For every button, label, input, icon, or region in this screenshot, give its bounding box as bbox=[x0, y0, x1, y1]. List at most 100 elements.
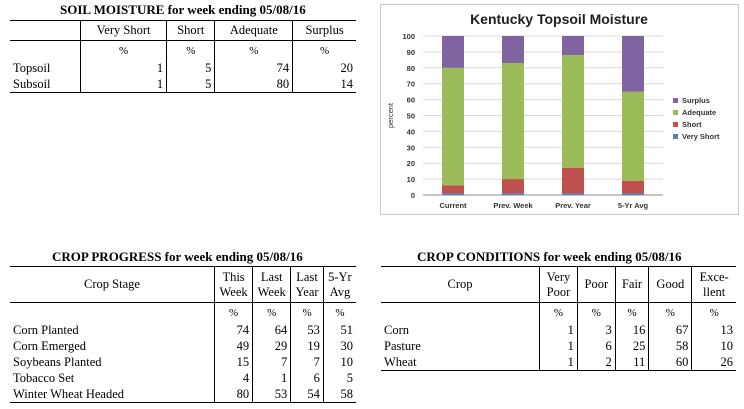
col-very-poor: Very Poor bbox=[539, 266, 578, 303]
col-excellent: Exce-llent bbox=[691, 266, 736, 303]
cell: 51 bbox=[322, 322, 356, 339]
cell: 26 bbox=[691, 354, 736, 371]
bar-segment bbox=[562, 193, 584, 195]
cell: 14 bbox=[292, 76, 356, 93]
table-row: Corn Planted 74 64 53 51 bbox=[10, 322, 356, 339]
cell: 67 bbox=[648, 322, 692, 339]
unit-label: % bbox=[614, 302, 649, 323]
cell: 20 bbox=[292, 60, 356, 77]
cell: 1 bbox=[79, 60, 167, 77]
unit-label: % bbox=[322, 302, 356, 323]
y-tick-label: 50 bbox=[407, 112, 415, 121]
table-row: Topsoil 1 5 74 20 bbox=[10, 60, 356, 77]
cell: 49 bbox=[213, 338, 253, 355]
col-adequate: Adequate bbox=[214, 20, 293, 41]
crop-conditions-title: CROP CONDITIONS for week ending 05/08/16 bbox=[417, 249, 682, 264]
col-surplus: Surplus bbox=[292, 20, 356, 41]
bar-segment bbox=[562, 167, 584, 194]
bar-segment bbox=[562, 55, 584, 168]
conditions-header-row: Crop Very Poor Poor Fair Good Exce-llent bbox=[381, 266, 736, 303]
soil-moisture-table: Very Short Short Adequate Surplus % % % … bbox=[10, 20, 356, 93]
bar-segment bbox=[442, 193, 464, 195]
cell: 1 bbox=[79, 76, 167, 93]
col-last-year: Last Year bbox=[290, 266, 324, 303]
y-axis-label: percent bbox=[386, 102, 395, 128]
row-label: Wheat bbox=[381, 354, 540, 371]
bar-segment bbox=[502, 193, 524, 195]
cell: 54 bbox=[290, 386, 324, 403]
row-label: Winter Wheat Headed bbox=[10, 386, 215, 403]
cell: 7 bbox=[252, 354, 291, 371]
cell: 6 bbox=[290, 370, 324, 387]
y-tick-label: 40 bbox=[407, 127, 415, 136]
row-label: Corn Emerged bbox=[13, 339, 87, 353]
legend-label: Short bbox=[682, 120, 702, 129]
cell: 7 bbox=[290, 354, 324, 371]
row-label: Soybeans Planted bbox=[13, 355, 102, 369]
table-row: Soybeans Planted 15 7 7 10 bbox=[10, 354, 356, 371]
cell: 1 bbox=[539, 338, 578, 355]
col-crop: Crop bbox=[381, 266, 540, 303]
cell: 16 bbox=[614, 322, 649, 339]
cell: 1 bbox=[539, 322, 578, 339]
col-good: Good bbox=[648, 266, 692, 303]
soil-header-row: Very Short Short Adequate Surplus bbox=[10, 20, 356, 41]
x-tick-label: Prev. Week bbox=[493, 201, 533, 210]
chart-title: Kentucky Topsoil Moisture bbox=[470, 11, 648, 27]
bar-segment bbox=[622, 193, 644, 195]
cell: 15 bbox=[213, 354, 253, 371]
unit-label: % bbox=[213, 302, 253, 323]
table-row: Tobacco Set 4 1 6 5 bbox=[10, 370, 356, 387]
y-tick-label: 100 bbox=[402, 32, 415, 41]
cell: 58 bbox=[648, 338, 692, 355]
cell: 19 bbox=[290, 338, 324, 355]
col-crop-stage: Crop Stage bbox=[10, 266, 215, 303]
soil-moisture-title: SOIL MOISTURE for week ending 05/08/16 bbox=[60, 2, 306, 17]
unit-label: % bbox=[691, 302, 736, 323]
row-label-topsoil: Topsoil bbox=[13, 61, 51, 75]
cell: 74 bbox=[213, 322, 253, 339]
unit-label: % bbox=[292, 40, 356, 61]
soil-unit-row: % % % % bbox=[10, 40, 356, 61]
bar-segment bbox=[562, 36, 584, 56]
bar-segment bbox=[622, 180, 644, 194]
cell: 13 bbox=[691, 322, 736, 339]
bar-segment bbox=[442, 185, 464, 194]
cell: 25 bbox=[614, 338, 649, 355]
col-5yr-avg: 5-Yr Avg bbox=[322, 266, 356, 303]
topsoil-moisture-chart: Kentucky Topsoil Moisture 0 10 20 30 40 50 60 70… bbox=[380, 4, 739, 215]
progress-unit-row: % % % % bbox=[10, 302, 356, 323]
legend-label: Surplus bbox=[682, 96, 710, 105]
cell: 74 bbox=[214, 60, 293, 77]
progress-header-row: Crop Stage This Week Last Week Last Year 5-… bbox=[10, 266, 356, 303]
col-fair: Fair bbox=[614, 266, 649, 303]
bar-segment bbox=[622, 91, 644, 181]
crop-conditions-table: Crop Very Poor Poor Fair Good Exce-llent … bbox=[381, 266, 736, 371]
bar-segment bbox=[502, 63, 524, 180]
cell: 80 bbox=[213, 386, 253, 403]
cell: 1 bbox=[539, 354, 578, 371]
cell: 30 bbox=[322, 338, 356, 355]
y-tick-label: 10 bbox=[407, 175, 415, 184]
table-row: Wheat 1 2 11 60 26 bbox=[381, 354, 736, 371]
cell: 10 bbox=[691, 338, 736, 355]
cell: 6 bbox=[576, 338, 616, 355]
x-tick-label: Current bbox=[439, 201, 467, 210]
bar-segment bbox=[442, 36, 464, 68]
x-tick-label: Prev. Year bbox=[555, 201, 591, 210]
legend-label: Very Short bbox=[682, 132, 720, 141]
y-tick-label: 20 bbox=[407, 159, 415, 168]
chart-svg: Kentucky Topsoil Moisture 0 10 20 30 40 50 60 70… bbox=[386, 11, 720, 210]
col-very-short: Very Short bbox=[79, 20, 167, 41]
legend-swatch bbox=[673, 122, 678, 127]
row-label-subsoil: Subsoil bbox=[10, 76, 81, 93]
bar-segment bbox=[502, 36, 524, 64]
unit-label: % bbox=[79, 40, 167, 61]
table-row: Corn 1 3 16 67 13 bbox=[381, 322, 736, 339]
cell: 3 bbox=[576, 322, 616, 339]
legend-label: Adequate bbox=[682, 108, 716, 117]
col-this-week: This Week bbox=[213, 266, 253, 303]
col-short: Short bbox=[166, 20, 215, 41]
bar-segment bbox=[622, 36, 644, 92]
y-tick-label: 0 bbox=[411, 191, 415, 200]
